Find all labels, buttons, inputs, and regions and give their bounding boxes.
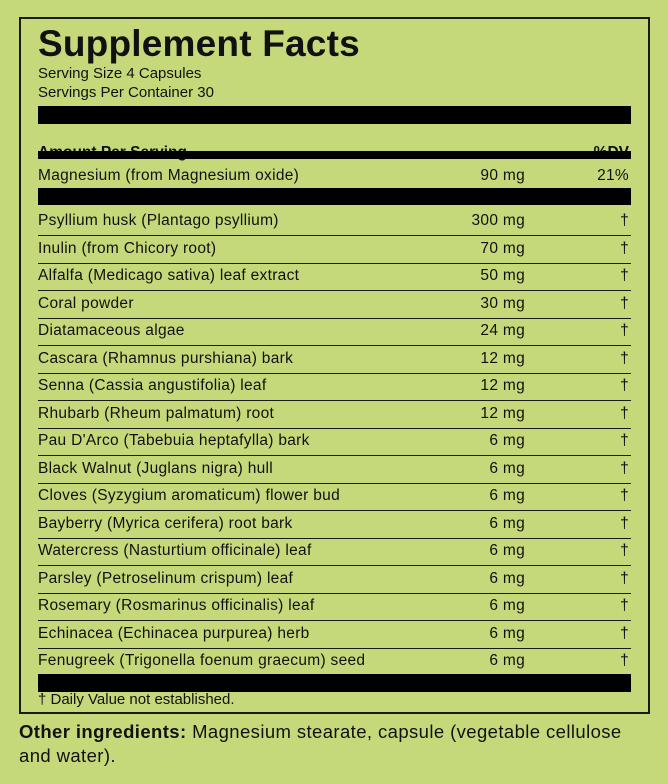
ingredient-row: Bayberry (Myrica cerifera) root bark 6 mg…	[38, 511, 631, 539]
ingredient-dv: †	[620, 239, 629, 257]
divider-bar	[38, 188, 631, 205]
footnote: † Daily Value not established.	[38, 691, 235, 708]
ingredient-dv: †	[620, 294, 629, 312]
ingredient-row: Psyllium husk (Plantago psyllium) 300 mg †	[38, 208, 631, 236]
ingredient-row: Alfalfa (Medicago sativa) leaf extract 50…	[38, 263, 631, 291]
ingredient-amount: 70 mg	[480, 239, 525, 257]
ingredient-name: Rosemary (Rosmarinus officinalis) leaf	[38, 597, 315, 614]
serving-size: Serving Size 4 Capsules	[38, 65, 202, 82]
ingredient-row: Rhubarb (Rheum palmatum) root 12 mg †	[38, 401, 631, 429]
ingredient-dv: †	[620, 322, 629, 339]
ingredient-name: Cloves (Syzygium aromaticum) flower bud	[38, 487, 340, 504]
ingredient-dv: †	[620, 459, 629, 477]
ingredient-name: Inulin (from Chicory root)	[38, 239, 217, 257]
nutrient-dv: 21%	[597, 167, 629, 184]
ingredient-amount: 6 mg	[489, 487, 525, 504]
ingredient-amount: 30 mg	[480, 294, 525, 312]
ingredient-amount: 300 mg	[471, 212, 525, 229]
ingredient-dv: †	[620, 212, 629, 229]
ingredient-dv: †	[620, 487, 629, 504]
primary-nutrient-row: Magnesium (from Magnesium oxide) 90 mg 2…	[38, 163, 631, 190]
other-ingredients-label: Other ingredients:	[19, 721, 187, 742]
ingredient-name: Watercress (Nasturtium officinale) leaf	[38, 542, 312, 559]
ingredient-row: Coral powder 30 mg †	[38, 291, 631, 319]
ingredient-name: Bayberry (Myrica cerifera) root bark	[38, 514, 293, 532]
ingredient-amount: 6 mg	[489, 542, 525, 559]
ingredient-amount: 6 mg	[489, 624, 525, 642]
ingredient-amount: 24 mg	[480, 322, 525, 339]
ingredient-amount: 6 mg	[489, 514, 525, 532]
ingredient-row: Rosemary (Rosmarinus officinalis) leaf 6 …	[38, 593, 631, 621]
ingredient-name: Black Walnut (Juglans nigra) hull	[38, 459, 274, 477]
ingredient-row: Parsley (Petroselinum crispum) leaf 6 mg †	[38, 566, 631, 594]
ingredient-dv: †	[620, 514, 629, 532]
ingredient-dv: †	[620, 597, 629, 614]
ingredient-name: Echinacea (Echinacea purpurea) herb	[38, 624, 310, 642]
servings-per-container: Servings Per Container 30	[38, 84, 214, 101]
ingredient-name: Pau D'Arco (Tabebuia heptafylla) bark	[38, 432, 310, 449]
ingredient-dv: †	[620, 349, 629, 367]
panel-title: Supplement Facts	[38, 23, 360, 64]
ingredient-name: Fenugreek (Trigonella foenum graecum) se…	[38, 652, 366, 669]
ingredient-amount: 50 mg	[480, 267, 525, 284]
ingredient-row: Diatamaceous algae 24 mg †	[38, 318, 631, 346]
supplement-facts-panel: Supplement Facts Serving Size 4 Capsules…	[19, 17, 650, 714]
ingredient-row: Inulin (from Chicory root) 70 mg †	[38, 236, 631, 264]
ingredient-row: Echinacea (Echinacea purpurea) herb 6 mg †	[38, 621, 631, 649]
ingredient-row: Fenugreek (Trigonella foenum graecum) se…	[38, 648, 631, 675]
nutrient-name: Magnesium (from Magnesium oxide)	[38, 167, 300, 184]
ingredient-dv: †	[620, 377, 629, 394]
other-ingredients-text: Magnesium stearate, capsule (vegetable c…	[19, 721, 622, 766]
nutrient-amount: 90 mg	[480, 167, 525, 184]
ingredient-amount: 6 mg	[489, 459, 525, 477]
ingredient-row: Cloves (Syzygium aromaticum) flower bud 6…	[38, 483, 631, 511]
ingredient-dv: †	[620, 542, 629, 559]
ingredient-row: Pau D'Arco (Tabebuia heptafylla) bark 6 m…	[38, 428, 631, 456]
ingredient-row: Watercress (Nasturtium officinale) leaf 6…	[38, 538, 631, 566]
divider-bar	[38, 106, 631, 124]
ingredient-dv: †	[620, 267, 629, 284]
ingredient-dv: †	[620, 624, 629, 642]
divider-bar	[38, 151, 631, 159]
ingredient-dv: †	[620, 404, 629, 422]
ingredient-amount: 6 mg	[489, 597, 525, 614]
ingredient-amount: 6 mg	[489, 432, 525, 449]
ingredient-name: Coral powder	[38, 294, 134, 312]
ingredient-row: Cascara (Rhamnus purshiana) bark 12 mg †	[38, 346, 631, 374]
ingredient-name: Cascara (Rhamnus purshiana) bark	[38, 349, 294, 367]
ingredient-name: Psyllium husk (Plantago psyllium)	[38, 212, 279, 229]
ingredient-dv: †	[620, 652, 629, 669]
ingredient-amount: 6 mg	[489, 652, 525, 669]
ingredient-row: Senna (Cassia angustifolia) leaf 12 mg †	[38, 373, 631, 401]
ingredient-amount: 6 mg	[489, 569, 525, 587]
ingredient-name: Parsley (Petroselinum crispum) leaf	[38, 569, 294, 587]
ingredient-dv: †	[620, 569, 629, 587]
ingredient-name: Alfalfa (Medicago sativa) leaf extract	[38, 267, 300, 284]
ingredient-dv: †	[620, 432, 629, 449]
ingredient-name: Diatamaceous algae	[38, 322, 185, 339]
ingredient-name: Senna (Cassia angustifolia) leaf	[38, 377, 267, 394]
other-ingredients: Other ingredients: Magnesium stearate, c…	[19, 720, 639, 768]
divider-bar	[38, 674, 631, 692]
ingredient-amount: 12 mg	[480, 349, 525, 367]
ingredient-name: Rhubarb (Rheum palmatum) root	[38, 404, 275, 422]
ingredient-row: Black Walnut (Juglans nigra) hull 6 mg †	[38, 456, 631, 484]
ingredient-amount: 12 mg	[480, 377, 525, 394]
ingredient-amount: 12 mg	[480, 404, 525, 422]
